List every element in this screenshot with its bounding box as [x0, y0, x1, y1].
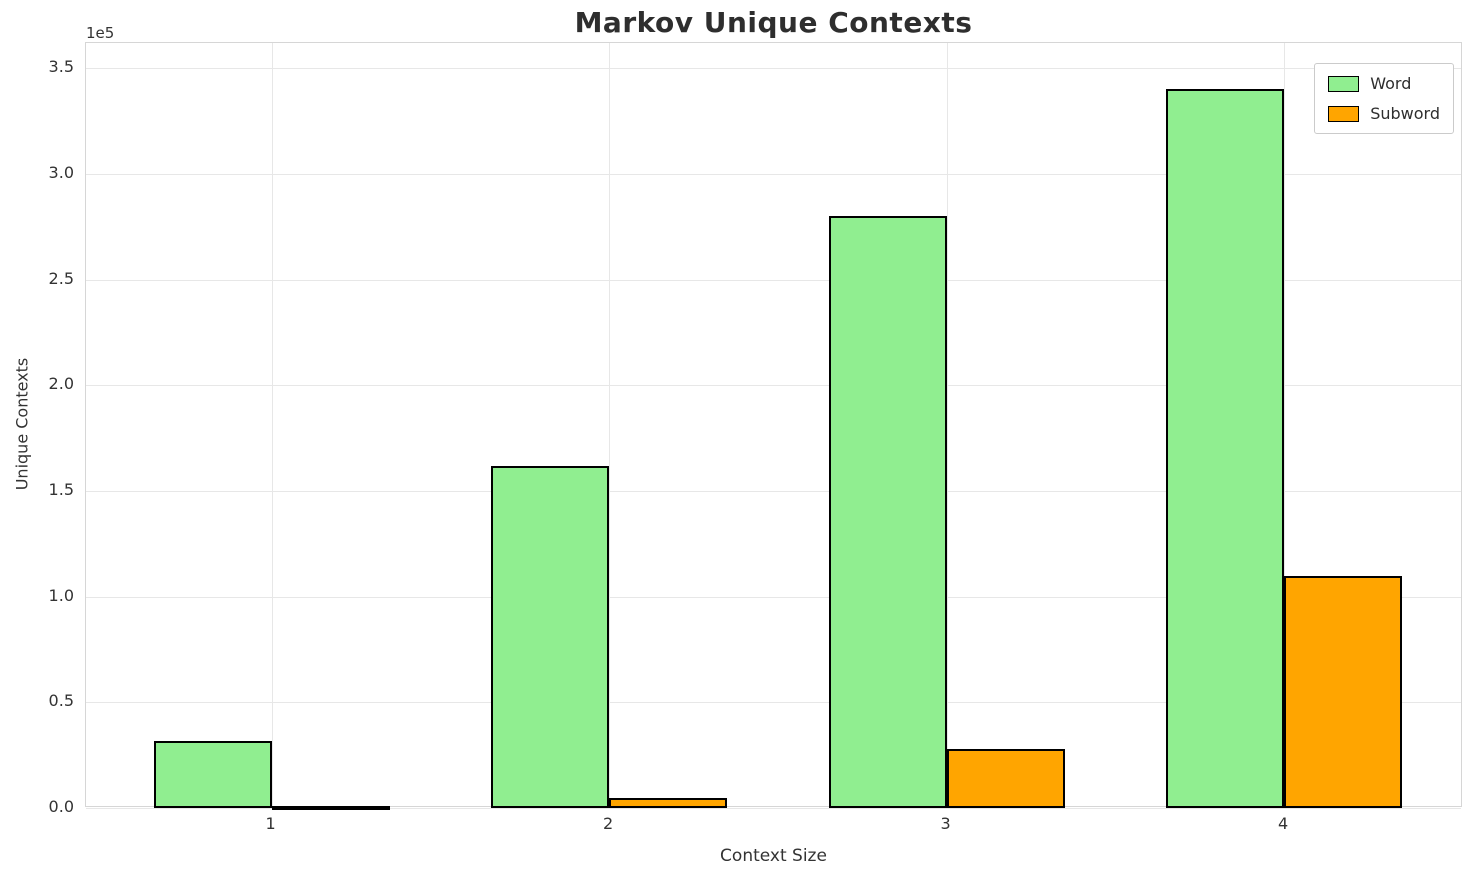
word-legend-swatch-icon [1328, 75, 1360, 92]
y-tick-label: 0.0 [48, 797, 74, 816]
y-tick-label: 1.5 [48, 480, 74, 499]
word-bar-context-2 [491, 465, 610, 808]
plot-area: Word Subword [85, 42, 1462, 810]
subword-bar-context-4 [1284, 575, 1403, 808]
v-gridline [609, 43, 611, 806]
h-gridline [86, 596, 1461, 598]
h-gridline [86, 385, 1461, 387]
x-tick-label: 4 [1278, 814, 1289, 833]
word-bar-context-1 [153, 741, 272, 808]
subword-bar-context-1 [271, 805, 390, 810]
subword-legend-swatch-icon [1328, 105, 1360, 122]
legend-label-word: Word [1370, 74, 1412, 93]
word-bar-context-3 [828, 216, 947, 808]
chart-title: Markov Unique Contexts [574, 6, 973, 39]
legend-item-subword: Subword [1328, 104, 1440, 123]
legend-label-subword: Subword [1370, 104, 1440, 123]
x-tick-label: 3 [940, 814, 951, 833]
subword-bar-context-2 [609, 798, 728, 808]
v-gridline [946, 43, 948, 806]
y-tick-label: 2.5 [48, 268, 74, 288]
y-tick-label: 1.0 [48, 585, 74, 605]
word-bar-context-4 [1166, 89, 1285, 808]
h-gridline [86, 808, 1461, 809]
h-gridline [86, 68, 1461, 70]
v-gridline [271, 43, 273, 806]
y-axis-scale-label: 1e5 [86, 24, 115, 42]
h-gridline [86, 174, 1461, 176]
h-gridline [86, 279, 1461, 281]
h-gridline [86, 491, 1461, 492]
x-tick-label: 1 [265, 814, 276, 833]
y-tick-label: 3.5 [48, 57, 74, 77]
h-gridline [86, 702, 1461, 704]
v-gridline [1284, 43, 1286, 806]
y-tick-label: 3.0 [48, 163, 74, 183]
x-tick-label: 2 [603, 814, 614, 833]
legend-item-word: Word [1328, 74, 1440, 93]
legend: Word Subword [1314, 63, 1454, 134]
x-axis-label: Context Size [720, 846, 827, 866]
y-tick-label: 2.0 [48, 374, 74, 394]
subword-bar-context-3 [946, 748, 1065, 808]
y-tick-label: 0.5 [48, 691, 74, 711]
